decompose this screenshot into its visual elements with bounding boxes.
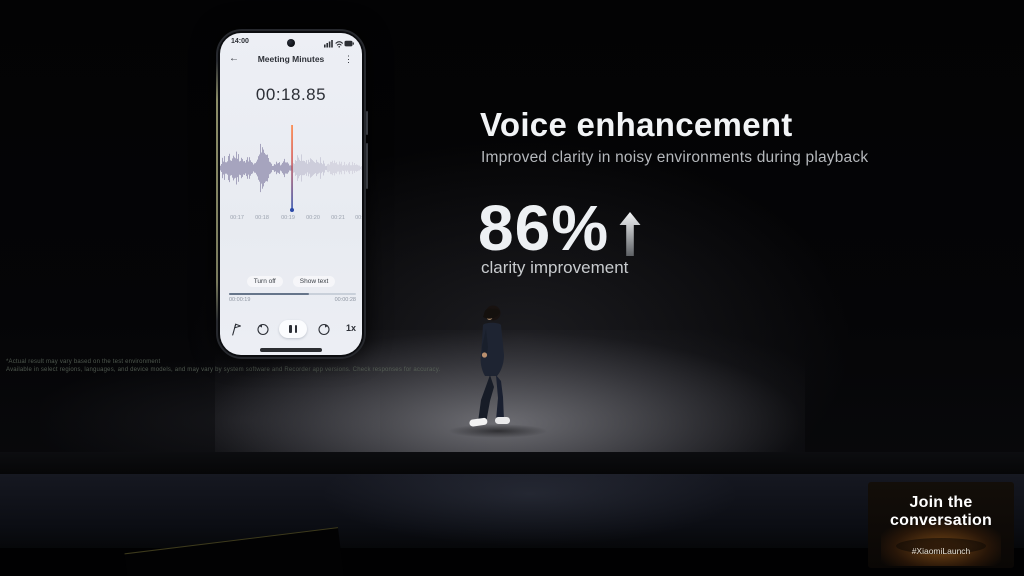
presenter — [469, 305, 510, 427]
playback-time-row: 00:00:19 00:00:28 — [229, 297, 356, 303]
turn-off-button[interactable]: Turn off — [246, 276, 283, 287]
promo-card: Join the conversation #XiaomiLaunch — [868, 482, 1014, 568]
phone-power-button — [365, 111, 368, 135]
total-time: 00:00:28 — [334, 297, 356, 303]
pause-icon — [294, 325, 297, 333]
disclaimer-line-2: Available in select regions, languages, … — [6, 367, 441, 373]
more-options-button[interactable]: ⋮ — [344, 54, 353, 64]
signal-icon — [324, 40, 333, 48]
disclaimer-line-1: *Actual result may vary based on the tes… — [6, 359, 161, 365]
back-button[interactable]: ← — [229, 53, 239, 64]
stat-row: 86% — [478, 196, 641, 260]
battery-icon — [344, 40, 354, 47]
playhead-line[interactable] — [291, 125, 293, 209]
recorder-app-screen: 14:00 ← Meeti — [220, 33, 362, 355]
playback-controls: 1x — [220, 319, 362, 343]
recording-timer: 00:18.85 — [255, 85, 327, 104]
flag-marker-button[interactable] — [230, 322, 243, 336]
playback-speed-button[interactable]: 1x — [345, 323, 357, 333]
timeline-tick: 00:19 — [281, 215, 295, 221]
timeline-tick: 00:22 — [355, 215, 362, 221]
status-bar: 14:00 — [220, 37, 362, 49]
waveform-bars — [220, 143, 362, 193]
timeline-tick: 00:17 — [230, 215, 244, 221]
presenter-shadow — [448, 424, 548, 438]
stat-label: clarity improvement — [481, 258, 629, 277]
status-icons — [324, 40, 354, 48]
status-time: 14:00 — [231, 38, 249, 45]
promo-line-1: Join the — [909, 494, 973, 511]
wifi-dot — [338, 46, 340, 48]
home-indicator[interactable] — [260, 348, 322, 352]
app-title: Meeting Minutes — [257, 54, 325, 64]
playback-option-buttons: Turn off Show text — [220, 276, 362, 287]
pause-button[interactable] — [279, 320, 307, 338]
stage-front-face — [0, 474, 1024, 550]
stage-edge — [0, 452, 1024, 474]
up-arrow-icon — [619, 212, 641, 256]
promo-headline: Join the conversation — [868, 494, 1014, 530]
phone-mockup: 14:00 ← Meeti — [216, 29, 368, 359]
camera-punch-hole — [287, 39, 295, 47]
slide-title: Voice enhancement — [480, 106, 793, 143]
show-text-button[interactable]: Show text — [292, 276, 336, 287]
elapsed-time: 00:00:19 — [229, 297, 251, 303]
playback-progress-fill — [229, 293, 309, 295]
app-nav-bar: ← Meeting Minutes ⋮ — [220, 52, 362, 66]
wifi-icon — [335, 41, 343, 46]
timeline-tick: 00:20 — [306, 215, 320, 221]
timeline-tick: 00:18 — [255, 215, 269, 221]
waveform[interactable] — [220, 123, 362, 213]
skip-back-button[interactable] — [257, 323, 270, 336]
promo-podium-silhouette — [896, 538, 986, 554]
playback-progress-bar[interactable] — [229, 293, 356, 295]
promo-hashtag: #XiaomiLaunch — [911, 546, 971, 556]
stage-front-reflection — [320, 474, 740, 546]
pause-icon — [289, 325, 292, 333]
promo-line-2: conversation — [890, 512, 992, 529]
stat-value: 86% — [478, 192, 610, 264]
slide-subtitle: Improved clarity in noisy environments d… — [481, 149, 869, 166]
phone-volume-button — [365, 143, 368, 189]
playhead-handle[interactable] — [290, 208, 294, 212]
timeline-tick: 00:21 — [331, 215, 345, 221]
waveform-timeline: 00:17 00:18 00:19 00:20 00:21 00:22 — [220, 215, 362, 223]
skip-forward-button[interactable] — [318, 323, 331, 336]
disclaimer-text: *Actual result may vary based on the tes… — [6, 358, 440, 374]
